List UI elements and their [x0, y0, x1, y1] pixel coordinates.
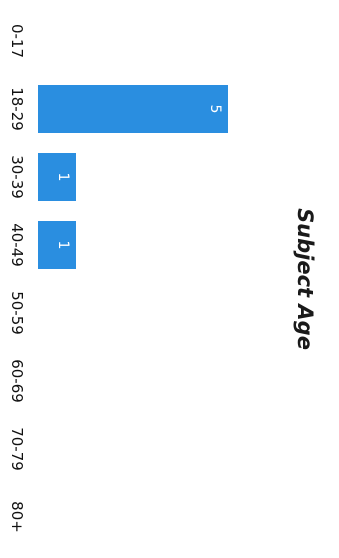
- category-tick-label: 18-29: [8, 87, 26, 131]
- bar: [38, 153, 76, 201]
- category-tick-label: 30-39: [8, 155, 26, 199]
- bar-data-label: 1: [55, 173, 71, 182]
- category-tick-label: 50-59: [8, 291, 26, 335]
- bar-data-label: 1: [55, 241, 71, 250]
- category-tick-label: 80+: [8, 501, 26, 533]
- bar-data-label: 5: [207, 105, 223, 114]
- category-tick-label: 40-49: [8, 223, 26, 267]
- bar: [38, 85, 228, 133]
- bar: [38, 221, 76, 269]
- category-tick-label: 0-17: [8, 24, 26, 58]
- category-tick-label: 60-69: [8, 359, 26, 403]
- chart-title: Subject Age: [293, 208, 317, 350]
- category-tick-label: 70-79: [8, 427, 26, 471]
